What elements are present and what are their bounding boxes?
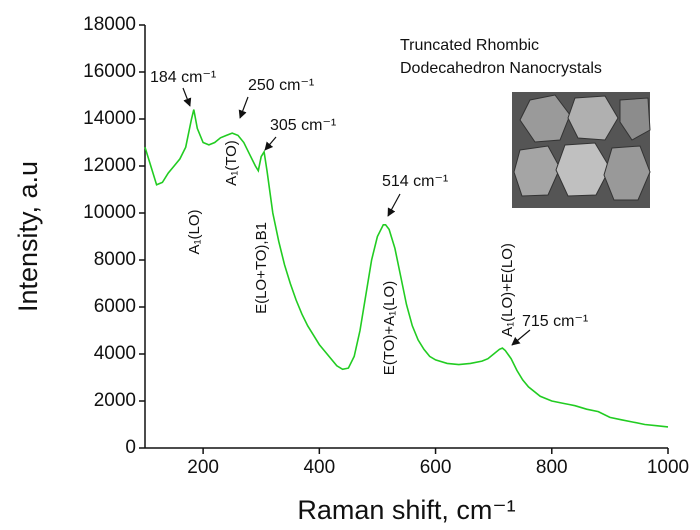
mode-label: A₁(LO): [186, 209, 203, 254]
peak-label: 250 cm⁻¹: [248, 77, 314, 94]
mode-label: E(LO+TO),B1: [253, 222, 270, 314]
x-tick-label: 800: [536, 457, 568, 478]
inset-title: Truncated Rhombic: [400, 37, 539, 54]
peak-label: 715 cm⁻¹: [522, 313, 588, 330]
peak-label: 514 cm⁻¹: [382, 173, 448, 190]
data-line: [144, 109, 669, 428]
y-tick-label: 4000: [94, 343, 136, 364]
peak-label: 184 cm⁻¹: [150, 69, 216, 86]
peak-arrow: [238, 96, 249, 119]
x-axis-title: Raman shift, cm⁻¹: [297, 495, 515, 525]
mode-label: E(TO)+A₁(LO): [381, 281, 398, 375]
y-tick-label: 2000: [94, 390, 136, 411]
y-axis-title: Intensity, a.u: [13, 161, 43, 312]
x-tick-label: 400: [303, 457, 335, 478]
inset-title: Dodecahedron Nanocrystals: [400, 60, 602, 77]
peak-arrow: [387, 193, 401, 217]
y-tick-label: 6000: [94, 296, 136, 317]
x-tick-label: 600: [420, 457, 452, 478]
y-tick-label: 18000: [83, 14, 136, 35]
peak-arrow: [182, 87, 192, 107]
x-tick-label: 1000: [647, 457, 689, 478]
mode-label: A₁(LO)+E(LO): [499, 243, 516, 337]
peak-label: 305 cm⁻¹: [270, 117, 336, 134]
y-tick-label: 0: [125, 437, 136, 458]
peak-arrow: [264, 136, 277, 151]
y-tick-label: 16000: [83, 61, 136, 82]
y-tick-label: 14000: [83, 108, 136, 129]
y-tick-label: 8000: [94, 249, 136, 270]
inset-image: [512, 92, 651, 208]
x-tick-label: 200: [187, 457, 219, 478]
mode-label: A₁(TO): [223, 140, 240, 186]
y-tick-label: 10000: [83, 202, 136, 223]
peak-arrow: [511, 329, 531, 346]
y-tick-label: 12000: [83, 155, 136, 176]
